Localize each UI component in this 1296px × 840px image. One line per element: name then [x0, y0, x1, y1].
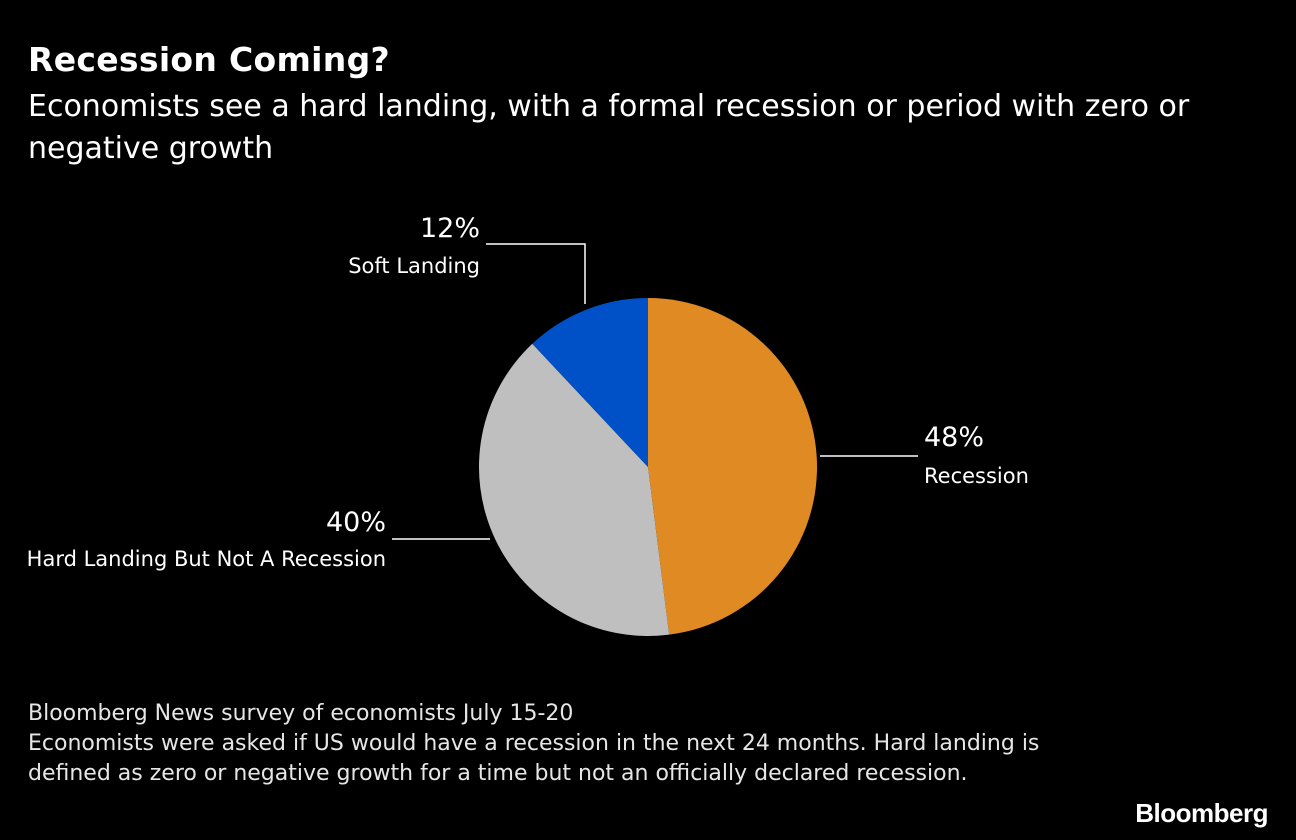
pie-chart: 48% Recession 40% Hard Landing But Not A Re… [27, 213, 1029, 637]
leader-line [486, 243, 586, 304]
chart-title: Recession Coming? [28, 40, 390, 79]
pie-slice-hard-landing-but-not-a-recession [478, 343, 670, 637]
slice-category-label: Soft Landing [348, 254, 480, 278]
slice-category-label: Recession [924, 464, 1029, 488]
pie-slices [478, 298, 818, 637]
slice-category-label: Hard Landing But Not A Recession [27, 547, 386, 571]
footnote-note: Economists were asked if US would have a… [28, 731, 1040, 786]
slice-value-label: 12% [420, 213, 480, 244]
footnote-source: Bloomberg News survey of economists July… [28, 701, 574, 726]
pie-slice-recession [648, 298, 818, 635]
footnote: Bloomberg News survey of economists July… [28, 699, 1088, 789]
pie-slice-soft-landing [532, 298, 648, 467]
slice-value-label: 40% [326, 507, 386, 538]
slice-value-label: 48% [924, 422, 984, 453]
chart-subtitle: Economists see a hard landing, with a fo… [28, 89, 1190, 166]
bloomberg-logo: Bloomberg [1135, 798, 1268, 828]
pie-labels: 48% Recession 40% Hard Landing But Not A Re… [27, 213, 1029, 571]
